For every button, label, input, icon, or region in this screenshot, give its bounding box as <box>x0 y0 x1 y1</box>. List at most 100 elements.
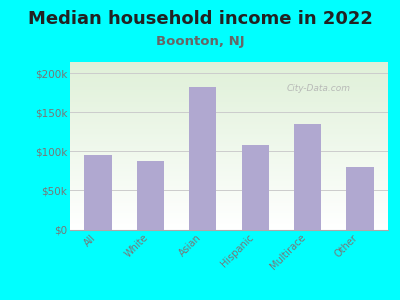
Bar <box>70 188 388 189</box>
Bar <box>70 211 388 213</box>
Bar <box>70 194 388 196</box>
Bar <box>70 223 388 224</box>
Bar <box>70 189 388 191</box>
Bar <box>70 159 388 160</box>
Bar <box>70 226 388 228</box>
Bar <box>70 72 388 73</box>
Bar <box>70 85 388 87</box>
Bar <box>70 179 388 181</box>
Bar <box>70 82 388 83</box>
Bar <box>70 152 388 154</box>
Bar <box>70 132 388 134</box>
Bar <box>70 164 388 166</box>
Bar <box>70 172 388 174</box>
Bar <box>70 219 388 221</box>
Text: Median household income in 2022: Median household income in 2022 <box>28 11 372 28</box>
Bar <box>70 114 388 115</box>
Bar <box>70 93 388 95</box>
Bar <box>70 204 388 206</box>
Bar <box>70 87 388 88</box>
Bar <box>70 107 388 109</box>
Bar <box>70 95 388 97</box>
Bar <box>70 90 388 92</box>
Bar <box>70 162 388 164</box>
Bar <box>70 147 388 149</box>
Bar <box>70 129 388 130</box>
Bar <box>70 193 388 194</box>
Bar <box>70 221 388 223</box>
Bar <box>70 166 388 167</box>
Bar <box>70 67 388 68</box>
Bar <box>84 155 112 230</box>
Bar <box>346 167 374 230</box>
Bar <box>70 80 388 82</box>
Bar <box>70 224 388 226</box>
Bar <box>70 140 388 142</box>
Bar <box>70 105 388 107</box>
Bar <box>70 61 388 63</box>
Bar <box>70 216 388 218</box>
Bar <box>70 154 388 156</box>
Bar <box>70 208 388 209</box>
Bar <box>242 145 269 230</box>
Bar <box>70 137 388 139</box>
Text: City-Data.com: City-Data.com <box>286 84 350 93</box>
Bar <box>294 124 321 230</box>
Bar <box>70 171 388 172</box>
Bar <box>70 120 388 122</box>
Bar <box>70 130 388 132</box>
Bar <box>70 151 388 152</box>
Bar <box>70 115 388 117</box>
Bar <box>70 112 388 114</box>
Bar <box>70 127 388 129</box>
Bar <box>70 191 388 193</box>
Bar <box>189 86 216 230</box>
Bar <box>70 103 388 105</box>
Bar <box>70 186 388 188</box>
Bar <box>70 97 388 98</box>
Bar <box>70 102 388 103</box>
Bar <box>70 196 388 198</box>
Bar <box>70 83 388 85</box>
Bar <box>70 118 388 120</box>
Bar <box>70 199 388 201</box>
Bar <box>70 68 388 70</box>
Bar <box>70 134 388 135</box>
Bar <box>70 156 388 157</box>
Bar <box>137 161 164 230</box>
Bar <box>70 160 388 162</box>
Bar <box>70 76 388 78</box>
Bar <box>70 100 388 102</box>
Bar <box>70 177 388 179</box>
Bar <box>70 122 388 124</box>
Bar <box>70 176 388 177</box>
Bar <box>70 201 388 202</box>
Bar <box>70 146 388 147</box>
Bar <box>70 182 388 184</box>
Bar <box>70 135 388 137</box>
Bar <box>70 174 388 176</box>
Bar <box>70 109 388 110</box>
Bar <box>70 98 388 100</box>
Bar <box>70 70 388 72</box>
Bar <box>70 110 388 112</box>
Bar <box>70 125 388 127</box>
Bar <box>70 209 388 211</box>
Bar <box>70 202 388 204</box>
Bar <box>70 167 388 169</box>
Bar <box>70 149 388 151</box>
Bar <box>70 78 388 80</box>
Bar <box>70 65 388 67</box>
Bar <box>70 184 388 186</box>
Bar <box>70 214 388 216</box>
Bar <box>70 124 388 125</box>
Bar <box>70 73 388 75</box>
Bar <box>70 218 388 219</box>
Bar <box>70 142 388 144</box>
Bar <box>70 139 388 140</box>
Bar <box>70 144 388 146</box>
Bar <box>70 88 388 90</box>
Bar <box>70 117 388 118</box>
Bar <box>70 92 388 93</box>
Text: Boonton, NJ: Boonton, NJ <box>156 34 244 47</box>
